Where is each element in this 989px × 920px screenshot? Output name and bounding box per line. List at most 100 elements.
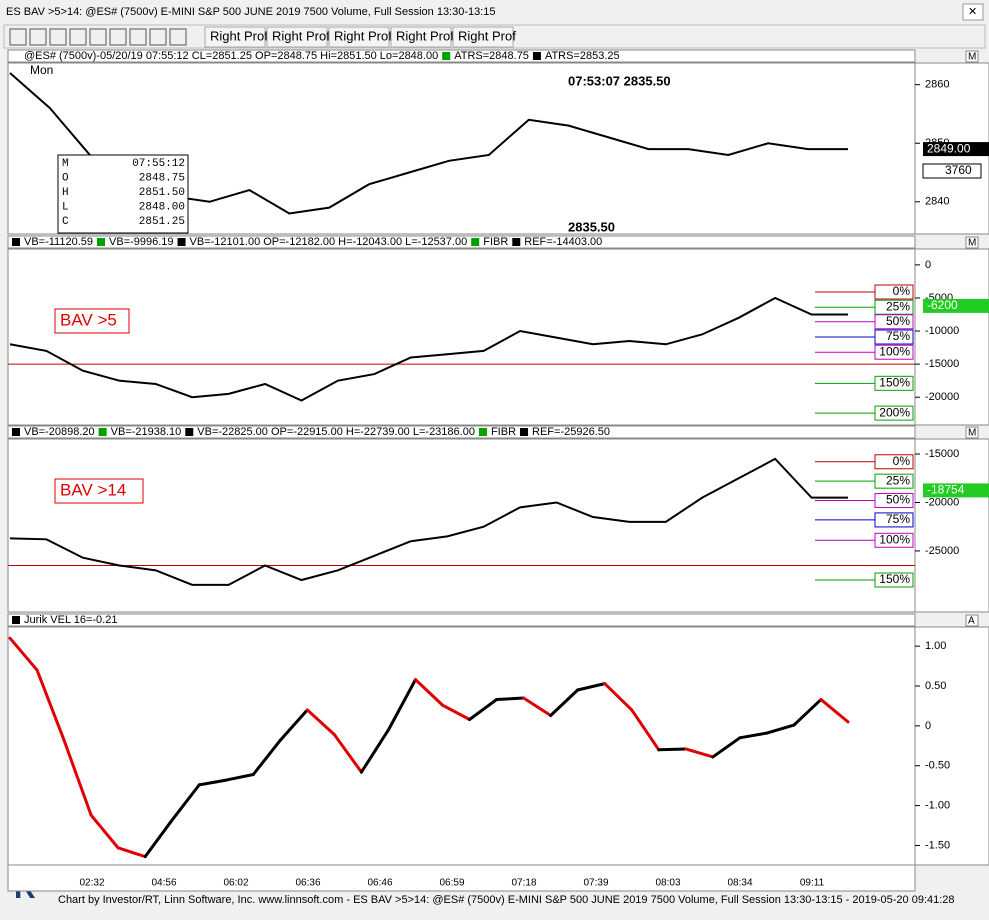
time-axis bbox=[7, 864, 916, 892]
tool-icon[interactable] bbox=[9, 28, 27, 46]
jurik-segment bbox=[332, 733, 363, 774]
jurik-segment bbox=[251, 738, 282, 777]
jurik-segment bbox=[549, 688, 580, 718]
fib-label: 150% bbox=[879, 572, 910, 586]
toolbar-button-label: Right Prof bbox=[334, 28, 392, 43]
jurik-segment bbox=[765, 723, 796, 735]
jurik-segment bbox=[305, 708, 336, 737]
toolbar-button[interactable] bbox=[204, 26, 266, 48]
pane-header-text: VB=-22825.00 OP=-22915.00 H=-22739.00 L=… bbox=[197, 426, 475, 438]
toolbar-button[interactable] bbox=[328, 26, 390, 48]
fib-box bbox=[874, 572, 914, 588]
corner-box[interactable] bbox=[965, 426, 979, 439]
pane-header-text: REF=-25926.50 bbox=[532, 426, 610, 438]
y-tick-label: -15000 bbox=[925, 448, 959, 460]
y-tick-label: 0 bbox=[925, 720, 931, 732]
jurik-segment bbox=[386, 678, 417, 732]
window-title: ES BAV >5>14: @ES# (7500v) E-MINI S&P 50… bbox=[6, 6, 496, 18]
price-tag bbox=[923, 483, 989, 498]
corner-box[interactable] bbox=[965, 614, 979, 627]
tool-icon[interactable] bbox=[149, 28, 167, 46]
fib-box bbox=[874, 314, 914, 330]
x-tick-label: 08:34 bbox=[727, 878, 752, 889]
corner-label: M bbox=[968, 238, 976, 249]
fib-label: 25% bbox=[886, 473, 910, 487]
fib-box bbox=[874, 512, 914, 528]
y-tick-label: -15000 bbox=[925, 358, 959, 370]
jurik-segment bbox=[630, 708, 661, 752]
pane-header-text: ATRS=2848.75 bbox=[454, 50, 529, 62]
y-tick-label: 2860 bbox=[925, 79, 949, 91]
jurik-segment bbox=[468, 698, 499, 721]
fib-label: 100% bbox=[879, 344, 910, 358]
corner-label: M bbox=[968, 428, 976, 439]
y-tick-label: -1.50 bbox=[925, 839, 950, 851]
annotation: BAV >14 bbox=[60, 480, 126, 499]
axis-area bbox=[914, 438, 989, 613]
jurik-segment bbox=[62, 738, 93, 817]
toolbar-button[interactable] bbox=[390, 26, 452, 48]
legend-swatch bbox=[12, 428, 20, 436]
tool-icon[interactable] bbox=[69, 28, 87, 46]
price-tag-label: -6200 bbox=[927, 298, 958, 312]
legend-swatch bbox=[520, 428, 529, 436]
tool-icon[interactable] bbox=[49, 28, 67, 46]
x-tick-label: 08:03 bbox=[655, 878, 680, 889]
jurik-segment bbox=[684, 747, 715, 759]
tool-icon[interactable] bbox=[29, 28, 47, 46]
y-tick-label: 0 bbox=[925, 259, 931, 271]
toolbar-button-label: Right Prof bbox=[210, 28, 268, 43]
tool-icon[interactable] bbox=[129, 28, 147, 46]
legend-swatch bbox=[12, 238, 20, 246]
annotation: 07:53:07 2835.50 bbox=[568, 73, 671, 88]
fib-label: 50% bbox=[886, 493, 910, 507]
volume-tag-label: 3760 bbox=[945, 163, 972, 177]
fib-label: 0% bbox=[893, 454, 911, 468]
price-line bbox=[9, 296, 848, 402]
close-icon: ✕ bbox=[968, 6, 977, 18]
annotation-box bbox=[54, 308, 130, 334]
corner-box[interactable] bbox=[965, 236, 979, 249]
x-tick-label: 06:59 bbox=[439, 878, 464, 889]
jurik-segment bbox=[792, 698, 823, 727]
legend-swatch bbox=[98, 428, 107, 436]
x-tick-label: 06:36 bbox=[295, 878, 320, 889]
pane-header bbox=[7, 235, 916, 249]
x-tick-label: 02:32 bbox=[79, 878, 104, 889]
annotation: BAV >5 bbox=[60, 310, 117, 329]
pane-header-text: VB=-21938.10 bbox=[111, 426, 182, 438]
pane-header-text: @ES# (7500v)-05/20/19 07:55:12 CL=2851.2… bbox=[24, 50, 438, 62]
fib-box bbox=[874, 284, 914, 300]
y-tick-label: -20000 bbox=[925, 496, 959, 508]
jurik-segment bbox=[143, 818, 174, 859]
toolbar-button[interactable] bbox=[452, 26, 514, 48]
jurik-segment bbox=[522, 696, 553, 718]
tool-icon[interactable] bbox=[169, 28, 187, 46]
toolbar-button[interactable] bbox=[266, 26, 328, 48]
fib-box bbox=[874, 299, 914, 315]
info-value: 2848.00 bbox=[139, 201, 185, 213]
jurik-segment bbox=[441, 703, 472, 721]
info-value: 2848.75 bbox=[139, 172, 185, 184]
corner-box[interactable] bbox=[965, 50, 979, 63]
jurik-segment bbox=[116, 846, 147, 859]
y-tick-label: -1.00 bbox=[925, 800, 950, 812]
pane-header-text: Jurik VEL 16=-0.21 bbox=[24, 614, 117, 626]
close-button[interactable] bbox=[962, 3, 984, 21]
corner-label: M bbox=[968, 52, 976, 63]
x-tick-label: 04:56 bbox=[151, 878, 176, 889]
price-tag bbox=[923, 298, 989, 313]
jurik-segment bbox=[576, 682, 607, 692]
tool-icon[interactable] bbox=[109, 28, 127, 46]
price-tag-label: 2849.00 bbox=[927, 141, 971, 155]
jurik-segment bbox=[495, 696, 526, 702]
pane-header-text: VB=-12101.00 OP=-12182.00 H=-12043.00 L=… bbox=[190, 236, 468, 248]
y-tick-label: -0.50 bbox=[925, 760, 950, 772]
pane-header-text: FIBR bbox=[483, 236, 508, 248]
jurik-segment bbox=[89, 813, 120, 850]
x-tick-label: 06:46 bbox=[367, 878, 392, 889]
tool-icon[interactable] bbox=[89, 28, 107, 46]
fib-label: 25% bbox=[886, 299, 910, 313]
legend-swatch bbox=[12, 616, 20, 624]
